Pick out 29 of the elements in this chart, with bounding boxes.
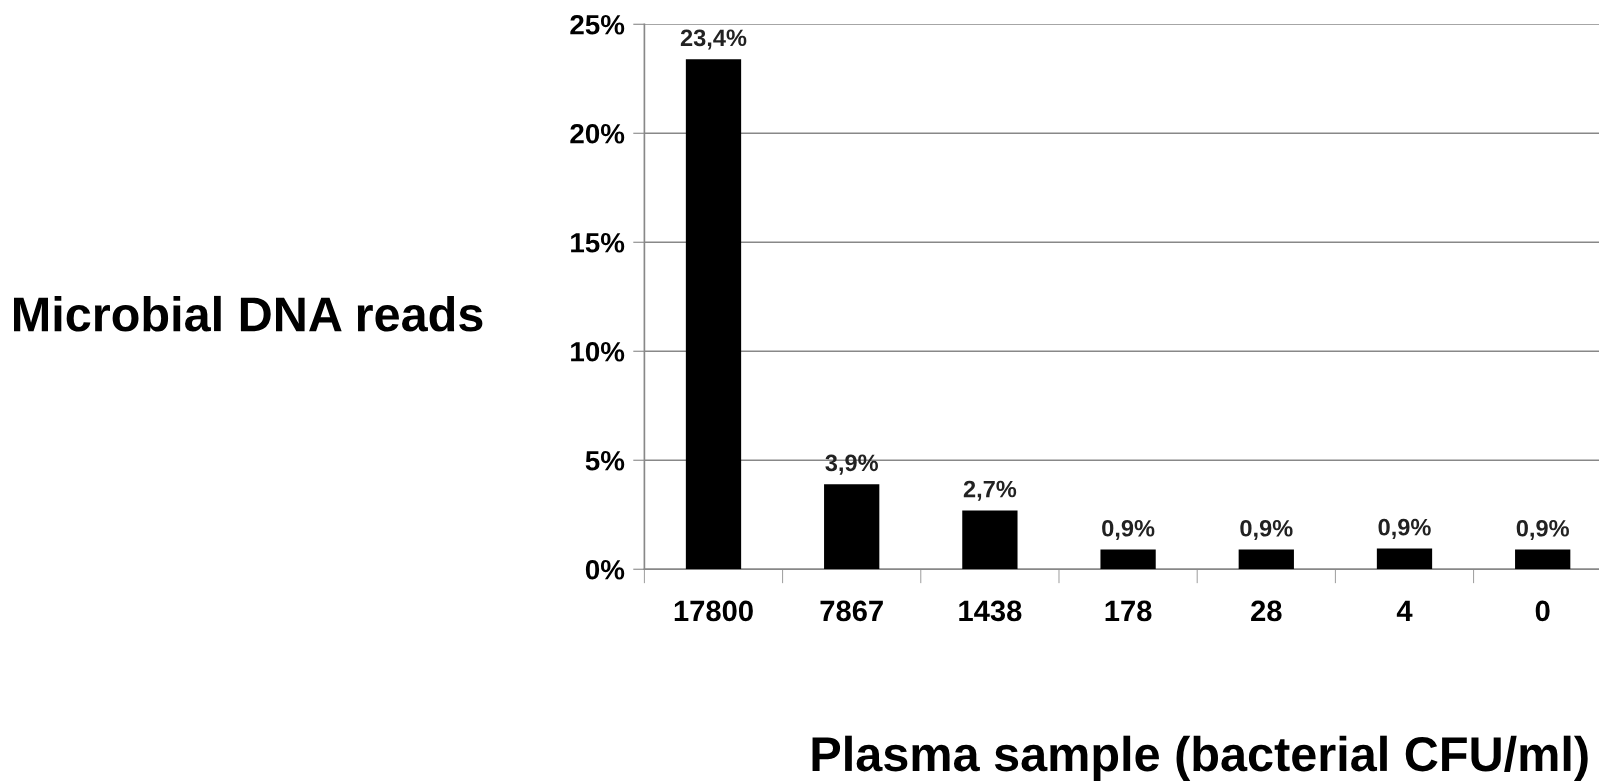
y-tick-label: 15% bbox=[571, 233, 625, 253]
data-label: 0,9% bbox=[1102, 519, 1155, 541]
y-tick-label: 10% bbox=[571, 341, 625, 362]
x-tick-label: 4 bbox=[1396, 600, 1413, 621]
bar bbox=[962, 510, 1018, 570]
y-tick-label: 25% bbox=[570, 14, 625, 35]
x-tick-label: 1438 bbox=[959, 600, 1022, 622]
data-label: 0,9% bbox=[1516, 519, 1569, 541]
bar bbox=[1376, 548, 1433, 570]
x-axis-title: Plasma sample (bacterial CFU/ml) bbox=[812, 735, 1588, 781]
y-axis-title: Microbial DNA reads bbox=[14, 295, 483, 332]
x-tick-label: 178 bbox=[1105, 600, 1152, 622]
x-tick-label: 7867 bbox=[820, 600, 883, 622]
bar bbox=[1515, 549, 1571, 570]
data-label: 0,9% bbox=[1378, 518, 1431, 539]
data-label: 2,7% bbox=[963, 480, 1017, 501]
data-label: 0,9% bbox=[1240, 519, 1293, 541]
y-tick-label: 0% bbox=[585, 559, 625, 580]
bar bbox=[1238, 549, 1294, 570]
bar bbox=[1100, 549, 1156, 570]
bar bbox=[824, 484, 880, 570]
x-tick-label: 28 bbox=[1251, 600, 1282, 622]
y-tick-label: 20% bbox=[570, 123, 625, 144]
x-tick-label: 0 bbox=[1535, 600, 1550, 622]
data-label: 23,4% bbox=[680, 29, 747, 50]
data-label: 3,9% bbox=[825, 454, 878, 475]
y-tick-label: 5% bbox=[585, 450, 625, 471]
bar bbox=[685, 59, 742, 570]
x-tick-label: 17800 bbox=[674, 600, 753, 622]
